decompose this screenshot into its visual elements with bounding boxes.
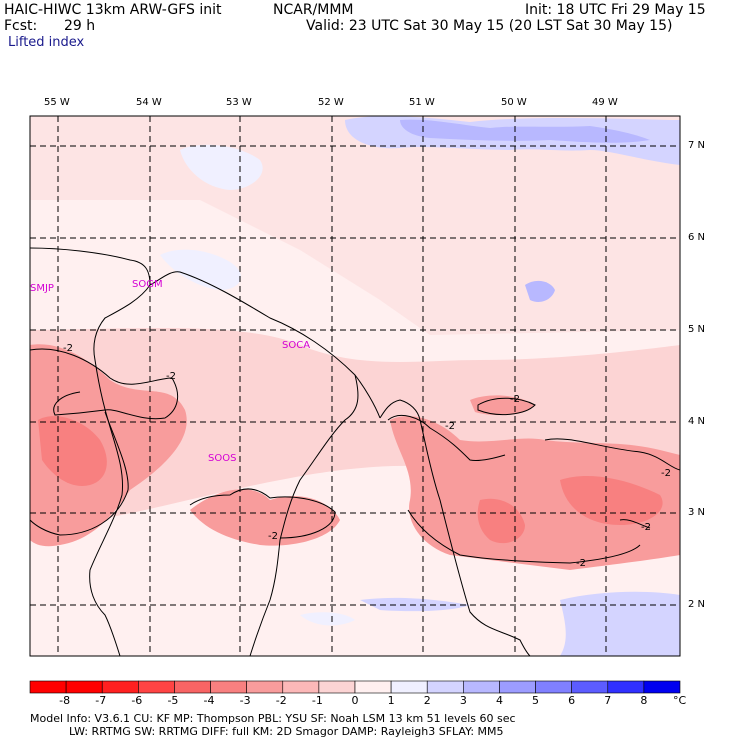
colorbar-tick-label: 2 (423, 694, 431, 707)
lat-label: 7 N (688, 140, 706, 151)
colorbar-swatch (246, 680, 284, 694)
lat-label: 5 N (688, 324, 706, 335)
station-label: SOGM (132, 279, 163, 290)
colorbar-swatch (643, 680, 681, 694)
station-label: SMJP (30, 283, 54, 294)
colorbar-swatch (426, 680, 464, 694)
colorbar-swatch (210, 680, 247, 694)
colorbar-tick-label: -1 (311, 694, 323, 707)
colorbar (29, 680, 681, 694)
colorbar-swatch (463, 680, 500, 694)
colorbar-tick-label: -8 (59, 694, 71, 707)
lon-label: 52 W (318, 97, 344, 108)
field-name: Lifted index (8, 35, 85, 50)
contour-label: -2 (576, 558, 586, 569)
colorbar-tick-label: 0 (351, 694, 359, 707)
colorbar-tick-label: 7 (604, 694, 612, 707)
init-time: Init: 18 UTC Fri 29 May 15 (525, 2, 706, 18)
lat-lon-grid (30, 116, 680, 656)
colorbar-swatch (354, 680, 392, 694)
colorbar-tick-label: 4 (495, 694, 503, 707)
contour-label: -2 (63, 343, 73, 354)
contour-label: -2 (445, 421, 455, 432)
colorbar-swatch (607, 680, 645, 694)
station-label: SOOS (208, 453, 237, 464)
colorbar-swatch (101, 680, 139, 694)
colorbar-swatch (535, 680, 572, 694)
contour-label: -2 (510, 394, 520, 405)
colorbar-tick-label: -6 (131, 694, 143, 707)
colorbar-swatch (499, 680, 536, 694)
lat-label: 4 N (688, 416, 706, 427)
lat-label: 2 N (688, 599, 706, 610)
colorbar-swatch (318, 680, 356, 694)
contour-label: -2 (268, 531, 278, 542)
contour-label: -2 (661, 468, 671, 479)
colorbar-tick-label: 8 (640, 694, 648, 707)
lon-label: 49 W (592, 97, 618, 108)
colorbar-tick-label: -3 (239, 694, 251, 707)
source-label: NCAR/MMM (273, 2, 354, 18)
lon-label: 51 W (409, 97, 435, 108)
lat-label: 3 N (688, 507, 706, 518)
colorbar-tick-label: -7 (95, 694, 107, 707)
colorbar-tick-label: 1 (387, 694, 395, 707)
colorbar-swatch (138, 680, 175, 694)
model-info-line1: Model Info: V3.6.1 CU: KF MP: Thompson P… (30, 712, 516, 725)
coastlines-borders (30, 247, 531, 656)
contour-label: -2 (641, 522, 651, 533)
lon-label: 50 W (501, 97, 527, 108)
colorbar-tick-label: 5 (532, 694, 540, 707)
colorbar-swatch (65, 680, 103, 694)
forecast-label: Fcst: (4, 18, 38, 34)
contour-lines (30, 348, 680, 564)
colorbar-swatch (282, 680, 320, 694)
colorbar-tick-label: 6 (568, 694, 576, 707)
map-frame (29, 115, 681, 657)
colorbar-tick-label: 3 (459, 694, 467, 707)
colorbar-tick-label: -2 (275, 694, 287, 707)
lon-label: 54 W (136, 97, 162, 108)
colorbar-tick-label: -4 (203, 694, 215, 707)
lon-label: 53 W (226, 97, 252, 108)
shaded-field (30, 116, 680, 656)
station-label: SOCA (282, 340, 311, 351)
colorbar-swatch (29, 680, 67, 694)
contour-label: -2 (166, 371, 176, 382)
lat-label: 6 N (688, 232, 706, 243)
forecast-hours: 29 h (64, 18, 96, 34)
colorbar-unit: °C (673, 694, 687, 707)
colorbar-swatch (571, 680, 609, 694)
colorbar-swatch (174, 680, 211, 694)
valid-time: Valid: 23 UTC Sat 30 May 15 (20 LST Sat … (306, 18, 673, 34)
colorbar-swatch (390, 680, 428, 694)
model-info-line2: LW: RRTMG SW: RRTMG DIFF: full KM: 2D Sm… (69, 725, 504, 738)
lon-label: 55 W (44, 97, 70, 108)
colorbar-tick-label: -5 (167, 694, 179, 707)
model-title: HAIC-HIWC 13km ARW-GFS init (4, 2, 222, 18)
